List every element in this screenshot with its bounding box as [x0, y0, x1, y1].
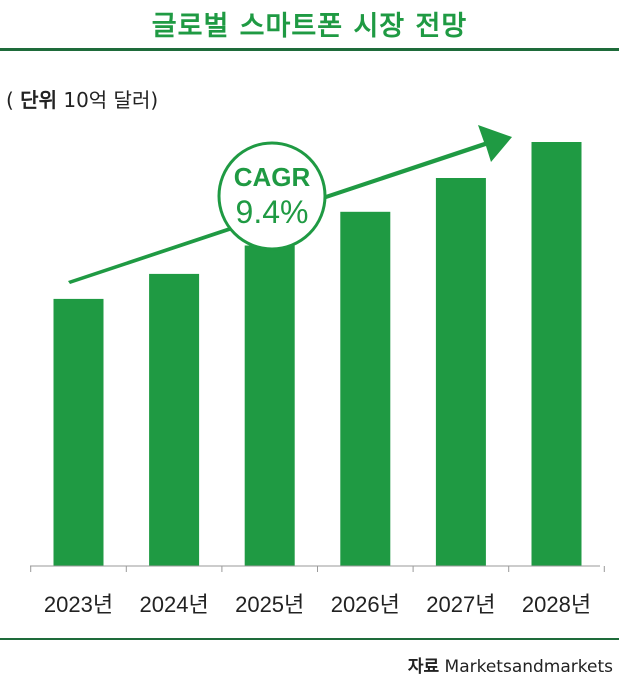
x-label-2026년: 2026년: [331, 592, 400, 617]
bar-2025년: [244, 245, 295, 566]
bar-2026년: [340, 211, 391, 567]
x-label-2023년: 2023년: [44, 592, 113, 617]
x-labels-group: 2023년 2024년 2025년 2026년 2027년 2028년: [44, 592, 591, 617]
bar-2027년: [435, 178, 486, 566]
cagr-value: 9.4%: [236, 194, 309, 230]
top-divider: [0, 48, 619, 51]
x-ticks-group: [30, 566, 605, 572]
cagr-label: CAGR: [234, 162, 311, 192]
unit-label-value: 10억 달러: [56, 88, 151, 112]
cagr-badge: [217, 141, 327, 251]
source-value: Marketsandmarkets: [444, 657, 613, 677]
bar-2028년: [531, 142, 582, 566]
x-label-2027년: 2027년: [426, 592, 495, 617]
bar-2023년: [53, 298, 104, 566]
x-label-2024년: 2024년: [140, 592, 209, 617]
x-label-2028년: 2028년: [522, 592, 591, 617]
bars-group: [53, 142, 582, 567]
source-note: 자료 Marketsandmarkets: [408, 652, 613, 677]
chart-title: 글로벌 스마트폰 시장 전망: [151, 11, 468, 42]
bar-2024년: [149, 273, 200, 566]
bottom-divider: [0, 638, 619, 640]
x-label-2025년: 2025년: [235, 592, 304, 617]
unit-label-key: 단위: [20, 88, 57, 112]
unit-label: ( 단위 10억 달러): [6, 88, 159, 112]
source-label: 자료: [407, 657, 440, 677]
trend-arrow: [68, 125, 512, 284]
